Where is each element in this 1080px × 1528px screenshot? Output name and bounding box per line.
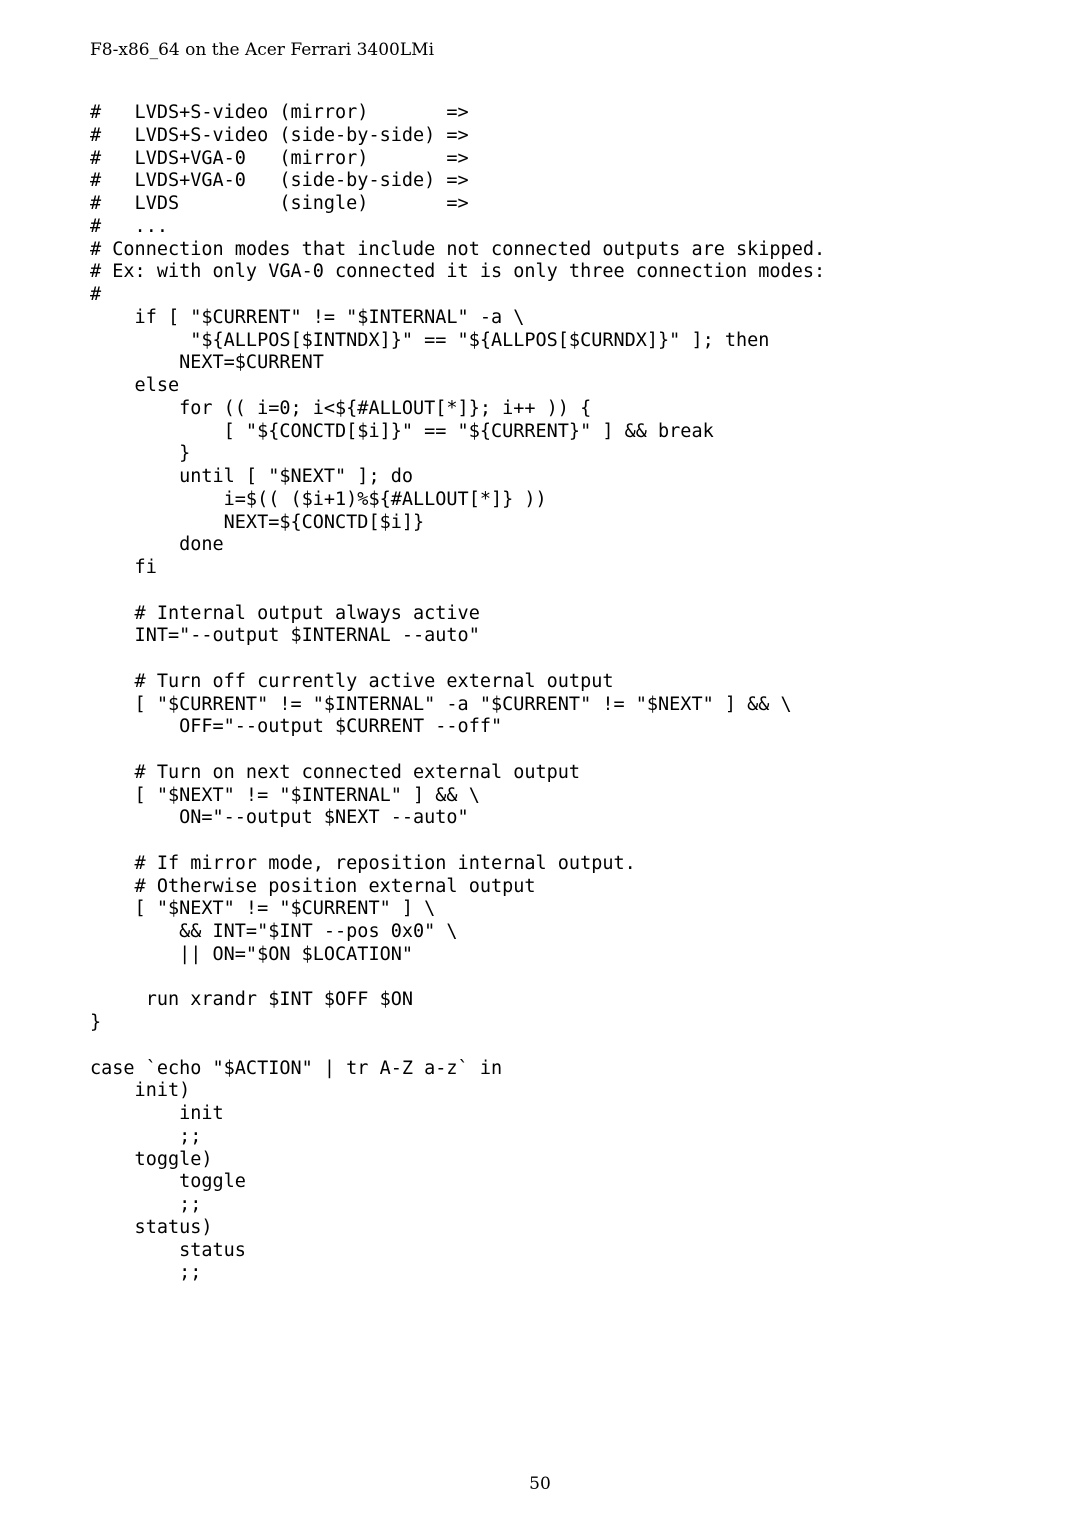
page-header: F8-x86_64 on the Acer Ferrari 3400LMi — [90, 40, 990, 60]
page-number: 50 — [0, 1474, 1080, 1494]
code-block: # LVDS+S-video (mirror) => # LVDS+S-vide… — [90, 102, 990, 1285]
document-page: F8-x86_64 on the Acer Ferrari 3400LMi # … — [0, 0, 1080, 1528]
